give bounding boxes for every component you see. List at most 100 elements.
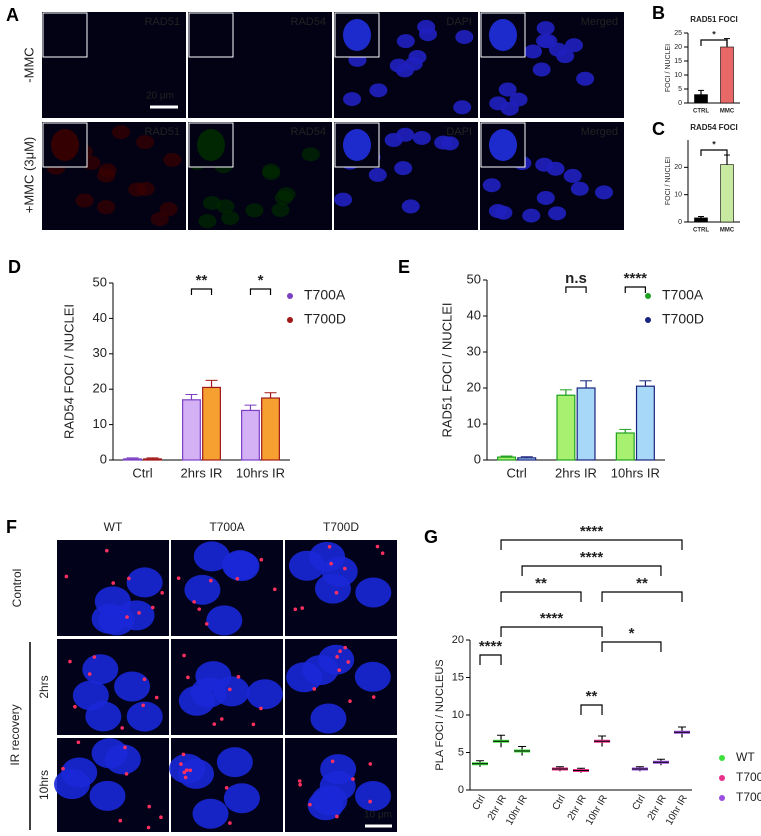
- nucleus: [311, 785, 348, 816]
- bar: [241, 409, 260, 461]
- nucleus: [343, 92, 362, 107]
- significance-bracket: [580, 704, 603, 715]
- significance-bracket: [521, 565, 662, 576]
- column-label: T700A: [209, 520, 244, 534]
- significance-label: *: [712, 139, 716, 149]
- pla-dot: [368, 799, 372, 804]
- inset-nucleus: [343, 19, 371, 51]
- nucleus: [111, 125, 130, 140]
- nucleus: [216, 199, 235, 214]
- nucleus: [354, 661, 391, 692]
- bar: [720, 46, 734, 104]
- pla-dot: [298, 782, 302, 787]
- nucleus: [394, 161, 413, 176]
- nucleus: [221, 210, 240, 225]
- nucleus: [198, 214, 217, 229]
- x-tick-label: 2hrs IR: [555, 465, 597, 480]
- inset-nucleus: [489, 129, 517, 161]
- nucleus: [334, 192, 353, 207]
- pla-dot: [181, 752, 186, 757]
- pla-dot: [68, 659, 72, 664]
- pla-dot: [141, 703, 145, 708]
- bar: [143, 458, 162, 461]
- pla-dot: [219, 717, 224, 721]
- nucleus: [389, 58, 408, 73]
- y-tick-label: 0: [678, 219, 682, 226]
- y-tick-label: 40: [93, 310, 107, 325]
- nucleus: [309, 541, 346, 572]
- legend-marker: [719, 755, 725, 761]
- significance-bracket: [500, 626, 603, 637]
- pla-dot: [338, 649, 342, 653]
- nucleus: [61, 757, 98, 788]
- nucleus: [277, 187, 296, 202]
- nucleus: [384, 133, 403, 148]
- channel-label: Merged: [581, 16, 618, 28]
- pla-dot: [343, 645, 347, 650]
- y-tick-label: 15: [674, 58, 682, 65]
- nucleus: [404, 56, 423, 71]
- nucleus: [184, 574, 221, 605]
- bar: [615, 432, 635, 461]
- legend-label: T700D: [736, 790, 761, 804]
- y-tick-label: 5: [678, 86, 682, 93]
- pla-dot: [212, 722, 217, 726]
- nucleus: [206, 605, 243, 636]
- nucleus: [556, 49, 575, 64]
- pla-dot: [123, 745, 127, 750]
- pla-dot: [259, 706, 263, 711]
- chart-title: RAD51 FOCI: [690, 15, 738, 24]
- nucleus: [98, 163, 117, 178]
- y-tick-label: 10: [674, 72, 682, 79]
- legend-label: T700A: [736, 770, 761, 784]
- nucleus: [320, 754, 357, 785]
- y-tick-label: 20: [452, 634, 464, 646]
- pla-dot: [228, 821, 232, 825]
- nucleus: [536, 190, 555, 205]
- pla-dot: [224, 785, 229, 790]
- nucleus: [434, 135, 453, 150]
- nucleus: [314, 573, 351, 604]
- nucleus: [97, 200, 116, 215]
- pla-dot: [235, 576, 240, 581]
- nucleus: [223, 783, 260, 814]
- channel-label: RAD54: [291, 16, 326, 28]
- nucleus: [498, 82, 517, 97]
- x-tick-label: Ctrl: [507, 465, 527, 480]
- significance-label: **: [196, 272, 208, 289]
- nucleus: [595, 185, 614, 200]
- y-tick-label: 10: [93, 416, 107, 431]
- nucleus: [178, 685, 215, 716]
- pla-dot: [327, 545, 332, 549]
- legend-marker: [645, 317, 651, 323]
- nucleus: [159, 202, 178, 217]
- pla-dot: [186, 675, 190, 680]
- pla-dot: [92, 655, 97, 659]
- pla-dot: [330, 759, 335, 764]
- pla-dot: [146, 825, 151, 830]
- chart-title: RAD54 FOCI: [690, 123, 738, 132]
- pla-dot: [375, 544, 380, 549]
- pla-dot: [87, 672, 92, 676]
- pla-dot: [111, 581, 116, 585]
- panel-label: B: [652, 3, 665, 23]
- y-tick-label: 30: [467, 343, 481, 358]
- x-tick-label: Ctrl: [551, 793, 568, 812]
- significance-bracket: [500, 591, 582, 602]
- bar: [182, 399, 201, 461]
- nucleus: [85, 701, 122, 732]
- y-axis-label: FOCI / NUCLEI: [665, 44, 672, 92]
- pla-dot: [208, 578, 213, 583]
- significance-bracket: [479, 654, 502, 665]
- y-tick-label: 50: [93, 274, 107, 289]
- significance-bracket: [700, 39, 728, 46]
- y-tick-label: 0: [458, 784, 464, 796]
- y-tick-label: 10: [674, 192, 682, 199]
- pla-dot: [351, 777, 355, 781]
- nucleus: [98, 605, 135, 636]
- bar: [720, 164, 734, 223]
- row-label: 2hrs: [37, 675, 51, 698]
- nucleus: [532, 62, 551, 77]
- pla-dot: [335, 814, 339, 819]
